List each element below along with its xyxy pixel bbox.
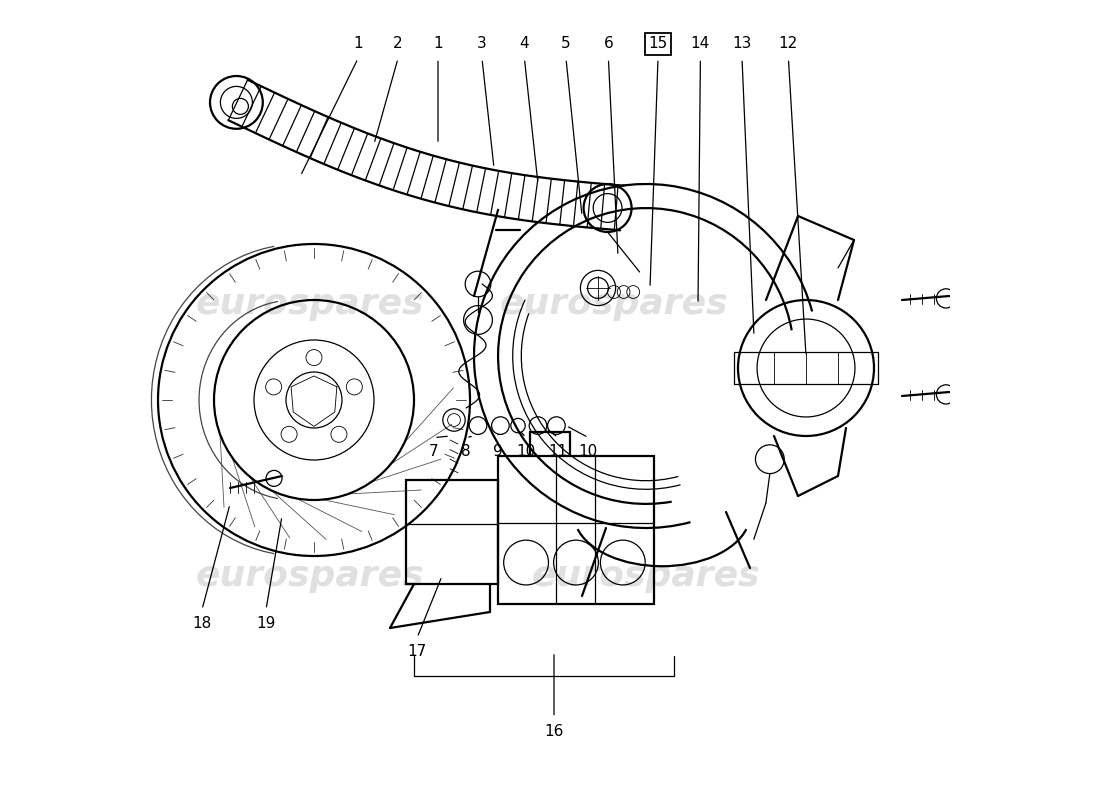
Text: 3: 3 <box>477 37 487 51</box>
Text: 13: 13 <box>733 37 751 51</box>
Text: 4: 4 <box>519 37 529 51</box>
Text: eurospares: eurospares <box>531 559 760 593</box>
Text: 12: 12 <box>779 37 798 51</box>
Text: eurospares: eurospares <box>499 287 728 321</box>
Bar <box>498 456 654 604</box>
Text: 2: 2 <box>393 37 403 51</box>
Text: 8: 8 <box>461 445 471 459</box>
Text: 5: 5 <box>561 37 571 51</box>
Text: 14: 14 <box>691 37 710 51</box>
Text: 10: 10 <box>516 445 536 459</box>
Text: eurospares: eurospares <box>196 287 425 321</box>
Text: 15: 15 <box>648 37 668 51</box>
Bar <box>406 480 498 584</box>
Text: 10: 10 <box>579 445 598 459</box>
Text: 7: 7 <box>429 445 439 459</box>
Text: 17: 17 <box>408 645 427 659</box>
Text: 6: 6 <box>604 37 614 51</box>
Text: 11: 11 <box>549 445 568 459</box>
Text: 16: 16 <box>544 725 563 739</box>
Text: 19: 19 <box>256 617 276 631</box>
Text: 1: 1 <box>433 37 443 51</box>
Text: 1: 1 <box>353 37 363 51</box>
Text: eurospares: eurospares <box>196 559 425 593</box>
Text: 18: 18 <box>192 617 211 631</box>
Text: 9: 9 <box>493 445 503 459</box>
